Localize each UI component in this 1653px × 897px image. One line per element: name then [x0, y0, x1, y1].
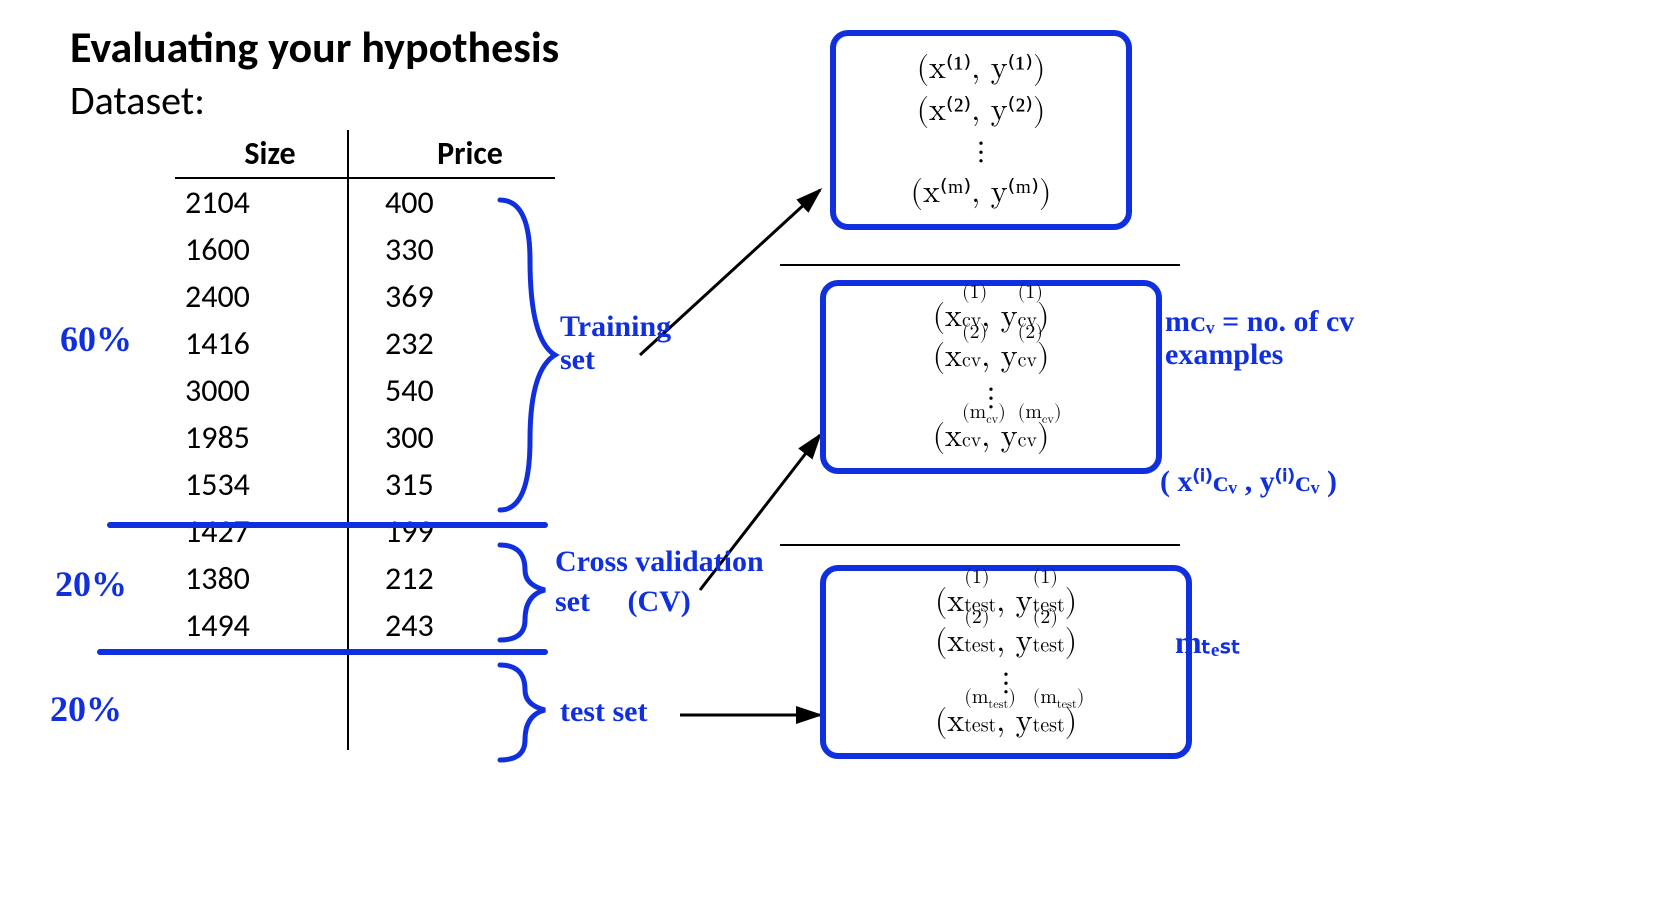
- cv-x1y1: (x(1)cv, y(1)cv): [846, 298, 1136, 336]
- table-row: 1494243: [175, 602, 555, 649]
- table-row: 1600330: [175, 226, 555, 273]
- test-notation-box: (x(1)test, y(1)test) (x(2)test, y(2)test…: [820, 565, 1192, 759]
- train-dots: ⋮: [856, 132, 1106, 170]
- table-column-divider: [347, 130, 349, 750]
- cell-price: 243: [355, 602, 555, 649]
- cell-size: 1494: [175, 602, 355, 649]
- col-header-size: Size: [175, 130, 355, 177]
- train-x1y1: (x⁽¹⁾, y⁽¹⁾): [856, 48, 1106, 88]
- cell-price: 369: [355, 273, 555, 320]
- cell-price: 212: [355, 555, 555, 602]
- table-row: 2104400: [175, 179, 555, 226]
- cell-size: 1427: [175, 508, 355, 555]
- cell-size: 1534: [175, 461, 355, 508]
- cell-size: 1985: [175, 414, 355, 461]
- table-row: 2400369: [175, 273, 555, 320]
- table-row: 1427199: [175, 508, 555, 555]
- cell-price: 315: [355, 461, 555, 508]
- cell-price: 330: [355, 226, 555, 273]
- label-mcv-definition: mᴄᵥ = no. of cv examples: [1165, 305, 1375, 371]
- label-mtest: mₜₑₛₜ: [1175, 625, 1241, 660]
- table-row: 1534315: [175, 461, 555, 508]
- table-body: 2104400160033024003691416232300054019853…: [175, 179, 555, 649]
- cell-size: 1380: [175, 555, 355, 602]
- table-row: 1985300: [175, 414, 555, 461]
- label-training-set: Training set: [560, 310, 680, 376]
- cell-price: 300: [355, 414, 555, 461]
- label-cv-set-line2: set (CV): [555, 585, 691, 618]
- label-test-set: test set: [560, 695, 647, 728]
- cell-price: 400: [355, 179, 555, 226]
- subtitle: Dataset:: [70, 76, 205, 125]
- label-cv-set-line1: Cross validation: [555, 545, 764, 578]
- test-x1y1: (x(1)test, y(1)test): [846, 583, 1166, 621]
- page-title: Evaluating your hypothesis: [70, 20, 559, 74]
- train-x2y2: (x⁽²⁾, y⁽²⁾): [856, 90, 1106, 130]
- cv-notation-box: (x(1)cv, y(1)cv) (x(2)cv, y(2)cv) ⋮ (x(m…: [820, 280, 1162, 474]
- train-notation-box: (x⁽¹⁾, y⁽¹⁾) (x⁽²⁾, y⁽²⁾) ⋮ (x⁽ᵐ⁾, y⁽ᵐ⁾): [830, 30, 1132, 230]
- train-xmym: (x⁽ᵐ⁾, y⁽ᵐ⁾): [856, 172, 1106, 212]
- cell-price: 232: [355, 320, 555, 367]
- cell-price: 540: [355, 367, 555, 414]
- cell-price: 199: [355, 508, 555, 555]
- label-xcv-ycv-i: ( x⁽ⁱ⁾ᴄᵥ , y⁽ⁱ⁾ᴄᵥ ): [1160, 465, 1337, 498]
- cv-xmym: (x(mcv)cv, y(mcv)cv): [846, 418, 1136, 456]
- label-60-percent: 60%: [60, 320, 132, 360]
- table-row: 3000540: [175, 367, 555, 414]
- cell-size: 2104: [175, 179, 355, 226]
- test-xmym: (x(mtest)test, y(mtest)test): [846, 703, 1166, 741]
- dataset-table: Size Price 21044001600330240036914162323…: [175, 130, 555, 649]
- table-row: 1380212: [175, 555, 555, 602]
- cell-size: 1600: [175, 226, 355, 273]
- slide: Evaluating your hypothesis Dataset: Size…: [0, 0, 1653, 897]
- cv-x2y2: (x(2)cv, y(2)cv): [846, 338, 1136, 376]
- cell-size: 2400: [175, 273, 355, 320]
- cell-size: 3000: [175, 367, 355, 414]
- table-header-row: Size Price: [175, 130, 555, 179]
- table-row: 1416232: [175, 320, 555, 367]
- label-20-percent-cv: 20%: [55, 565, 127, 605]
- test-x2y2: (x(2)test, y(2)test): [846, 623, 1166, 661]
- label-20-percent-test: 20%: [50, 690, 122, 730]
- cell-size: 1416: [175, 320, 355, 367]
- col-header-price: Price: [355, 130, 555, 177]
